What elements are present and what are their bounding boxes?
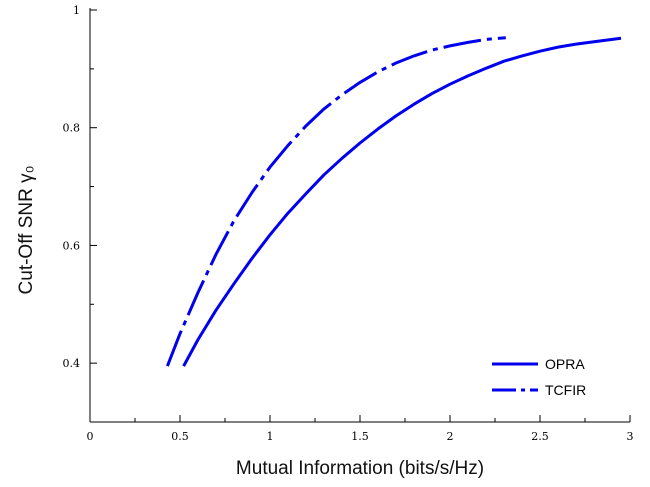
y-axis-title: Cut-Off SNR γ₀ [16, 166, 37, 295]
x-tick-label: 3 [627, 430, 634, 443]
x-tick-label: 0.5 [171, 430, 189, 443]
y-tick-label: 0.8 [63, 122, 81, 135]
x-axis-title: Mutual Information (bits/s/Hz) [236, 458, 484, 479]
x-tick-label: 2 [447, 430, 454, 443]
x-tick-label: 0 [87, 430, 94, 443]
y-tick-label: 1 [73, 4, 80, 17]
x-tick-label: 2.5 [531, 430, 549, 443]
y-tick-label: 0.4 [63, 357, 81, 370]
legend-label: TCFIR [545, 382, 586, 398]
y-tick-label: 0.6 [63, 239, 81, 252]
x-tick-label: 1.5 [351, 430, 369, 443]
x-tick-label: 1 [267, 430, 274, 443]
series-layer [166, 36, 622, 367]
legend: OPRA TCFIR [492, 356, 586, 398]
legend-label: OPRA [545, 356, 585, 372]
series-line-tcfir [166, 36, 506, 367]
series-line-opra [182, 36, 622, 367]
ticks: 0 0.5 1 1.5 2 2.5 3 0.4 0.6 0.8 1 [63, 4, 634, 443]
